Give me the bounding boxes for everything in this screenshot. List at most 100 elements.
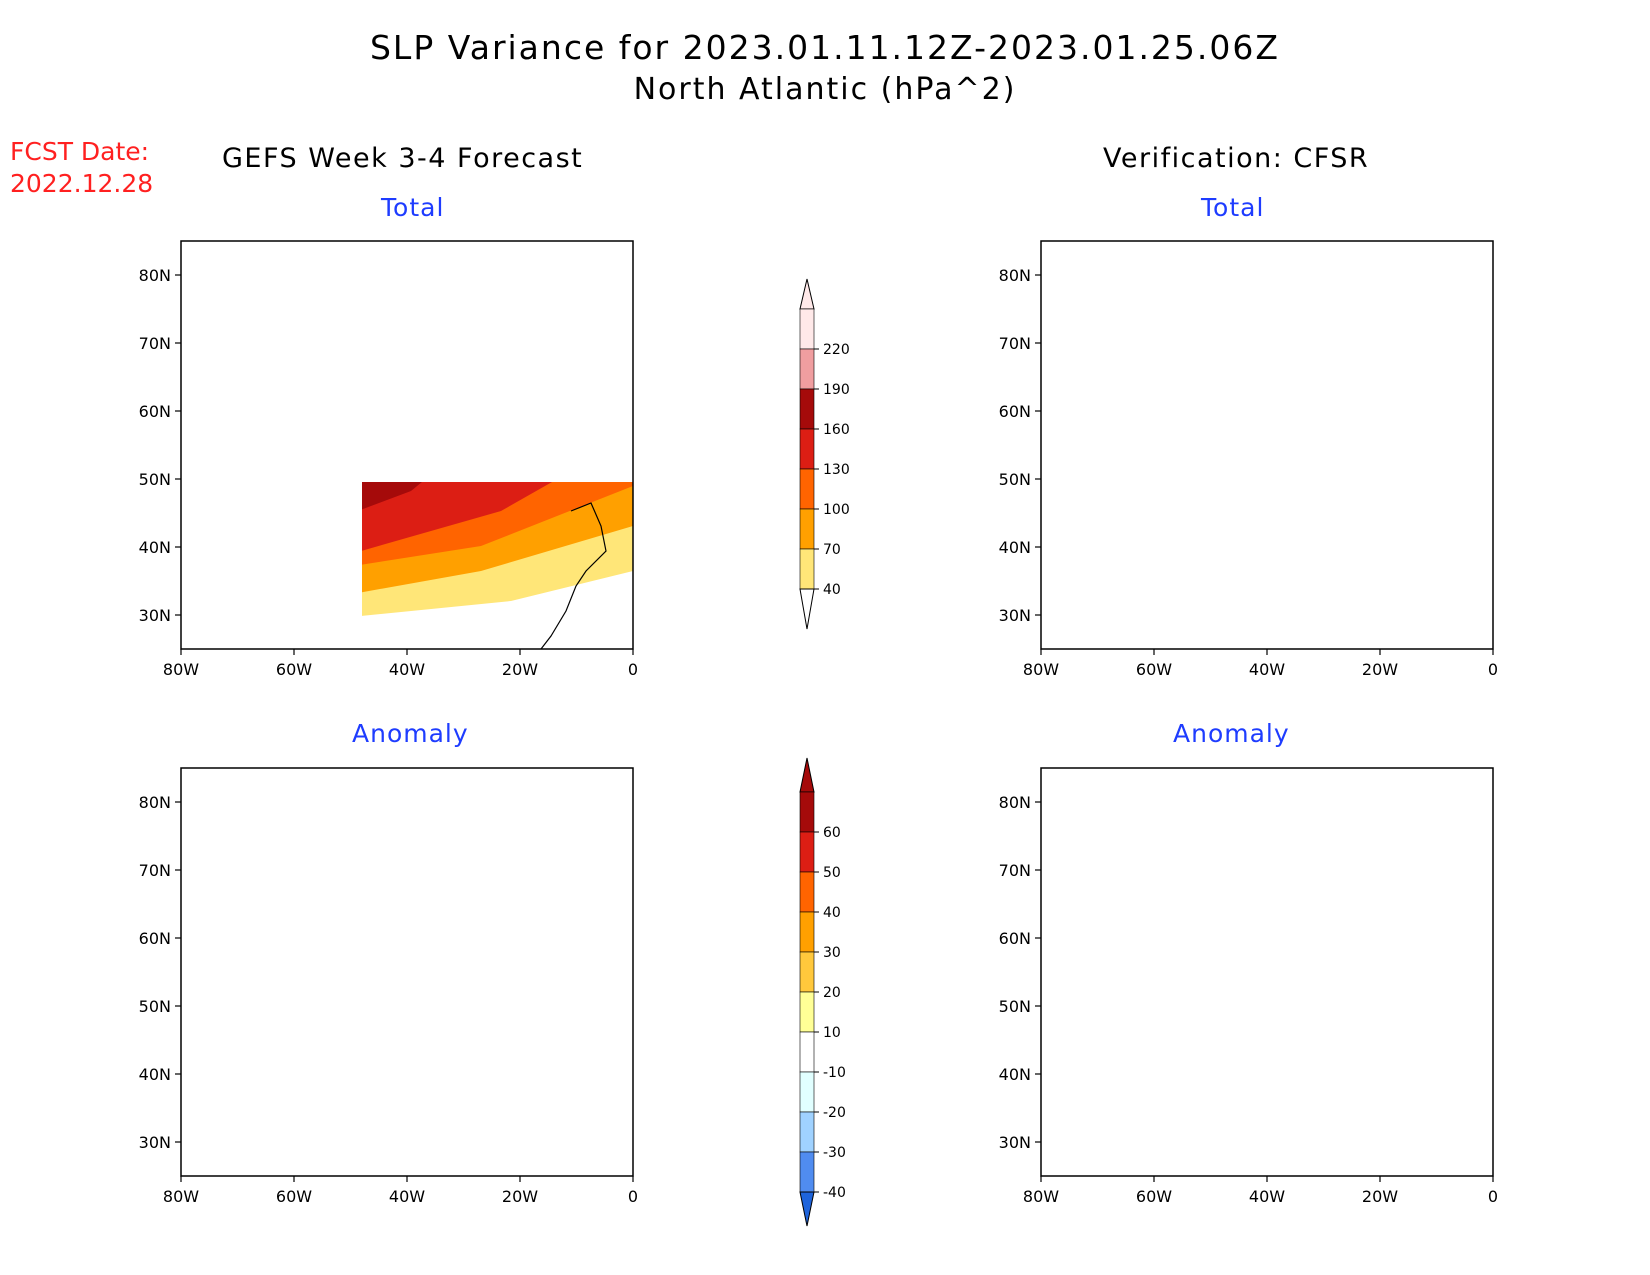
contour-region [1061,783,1321,828]
colorbar-top-arrow [799,278,815,310]
column-header-forecast: GEFS Week 3-4 Forecast [222,143,584,174]
contour-region [326,286,451,351]
coastline [181,828,211,868]
lat-tick-label: 30N [139,1133,171,1152]
contour-region [1041,261,1493,581]
colorbar-label: 220 [823,342,850,358]
colorbar-swatch [799,1111,815,1153]
coastline [1436,431,1453,453]
lon-tick-label: 60W [1136,1187,1172,1206]
colorbar-label: 30 [823,945,841,961]
contour-region [1246,836,1436,896]
colorbar-swatch [799,831,815,873]
contour-region [1041,773,1401,1018]
forecast-date-value: 2022.12.28 [10,169,154,198]
lat-tick-label: 80N [139,266,171,285]
lat-tick-label: 80N [139,793,171,812]
coastline [1461,411,1481,456]
map-panel-forecast-anomaly: 80W 60W 40W 20W 0 80N 70N 60N 50N 40N 30N [139,767,638,1206]
map-frame [1040,767,1494,1177]
coastline [1401,1030,1466,1176]
contour-region [1136,431,1236,516]
colorbar-swatch [799,871,815,913]
coastline [601,938,621,983]
contour-region [1101,421,1261,531]
column-header-verification: Verification: CFSR [1103,143,1370,174]
colorbar-swatch [799,1071,815,1113]
contour-region [362,482,553,551]
coastline [1371,883,1411,903]
coastline [1041,301,1071,341]
colorbar-label: 100 [823,502,850,518]
contour-region [1381,783,1493,828]
map-frame [1040,240,1494,650]
forecast-date-block: FCST Date: 2022.12.28 [10,136,153,200]
contour-field [1041,241,1493,649]
colorbar-label: 50 [823,865,841,881]
colorbar-swatch [799,1031,815,1073]
lat-tick-label: 60N [999,929,1031,948]
lon-tick-label: 80W [1023,660,1059,679]
contour-region [1301,336,1481,381]
contour-region [1041,968,1111,1018]
colorbar-swatch [799,468,815,510]
lat-tick-label: 60N [139,402,171,421]
contour-region [1181,968,1206,1008]
coastline [1041,249,1331,259]
coastline [576,958,593,980]
colorbar-top-arrow [799,757,815,793]
forecast-date-label: FCST Date: [10,137,150,166]
contour-region [1041,246,1493,621]
contour-region [351,858,391,878]
colorbar-swatch [799,991,815,1033]
contour-region [311,788,561,1013]
lat-tick-label: 70N [139,334,171,353]
coastline [181,776,471,786]
lon-tick-label: 0 [1488,660,1498,679]
chart-title: SLP Variance for 2023.01.11.12Z-2023.01.… [369,28,1281,67]
lat-tick-label: 30N [999,1133,1031,1152]
colorbar-swatch [799,548,815,590]
colorbar: 60 50 40 30 20 10 -10 -20 -30 -40 [799,757,846,1227]
map-panel-verification-anomaly: 80W 60W 40W 20W 0 80N 70N 60N 50N 40N 30N [999,767,1498,1206]
lon-tick-label: 20W [502,1187,538,1206]
lon-tick-label: 80W [163,1187,199,1206]
colorbar-bottom-arrow [799,588,815,630]
contour-region [1236,301,1286,351]
contour-region [181,783,621,1028]
lat-tick-label: 80N [999,793,1031,812]
lat-tick-label: 40N [139,1065,171,1084]
colorbar-label: 190 [823,382,850,398]
coastline [1041,828,1071,868]
colorbar-swatch [799,308,815,350]
colorbar-label: 20 [823,985,841,1001]
lat-tick-label: 30N [139,606,171,625]
colorbar-swatch [799,791,815,833]
coastline [1436,958,1453,980]
lon-tick-label: 40W [1249,1187,1285,1206]
contour-region [1231,823,1481,913]
colorbar-label: 60 [823,825,841,841]
lat-tick-label: 40N [139,538,171,557]
contour-region [1041,863,1461,1128]
lat-tick-label: 70N [999,861,1031,880]
lat-tick-label: 80N [999,266,1031,285]
lon-tick-label: 20W [1362,660,1398,679]
lon-tick-label: 40W [389,660,425,679]
contour-region [1061,416,1281,541]
coastline [1401,503,1466,649]
lon-tick-label: 80W [163,660,199,679]
colorbar-swatch [799,508,815,550]
map-frame [180,767,634,1177]
lat-tick-label: 50N [999,997,1031,1016]
lon-tick-label: 60W [276,660,312,679]
colorbar-swatch [799,951,815,993]
lat-tick-label: 60N [999,402,1031,421]
colorbar-label: 70 [823,542,841,558]
coastline [211,256,551,416]
contour-field [181,249,633,650]
contour-region [1131,928,1436,1068]
lon-tick-label: 40W [1249,660,1285,679]
coastline [181,249,471,259]
lat-tick-label: 70N [999,334,1031,353]
